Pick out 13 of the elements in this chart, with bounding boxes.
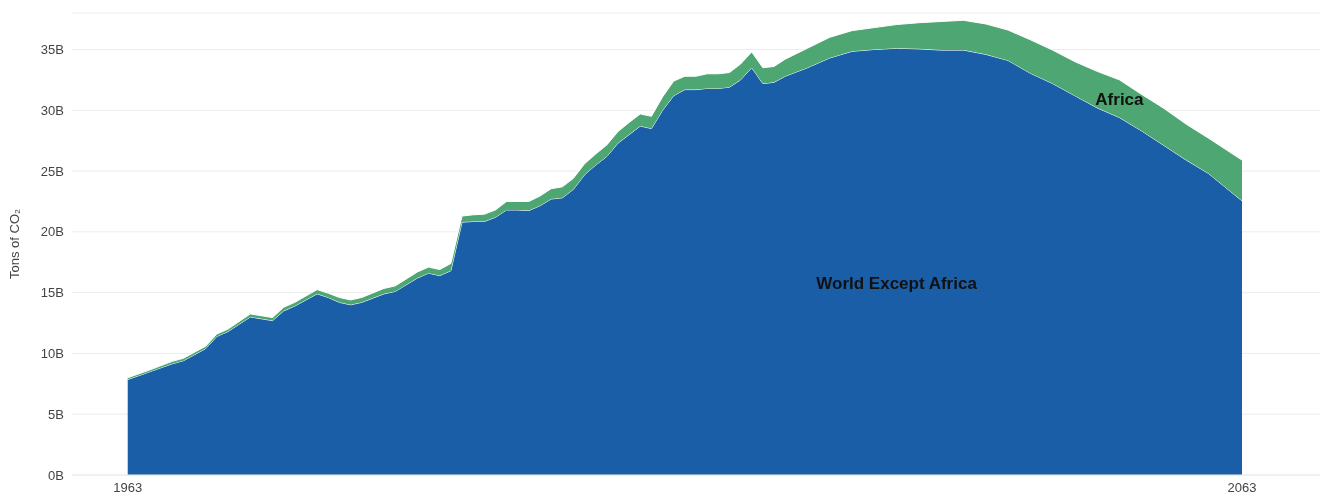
y-tick-label: 30B [40,102,64,118]
x-tick-label: 2063 [1227,480,1257,496]
x-tick-label: 1963 [113,480,143,496]
y-tick-label: 20B [40,224,64,240]
y-tick-label: 25B [40,163,64,179]
series-label: World Except Africa [816,274,978,293]
y-tick-label: 15B [40,285,64,301]
y-tick-label: 10B [40,346,64,362]
y-axis-title: Tons of CO₂ [6,208,22,280]
series-label: Africa [1095,89,1145,109]
y-tick-label: 5B [48,406,64,422]
y-tick-label: 0B [48,467,64,483]
y-tick-label: 35B [40,42,64,58]
